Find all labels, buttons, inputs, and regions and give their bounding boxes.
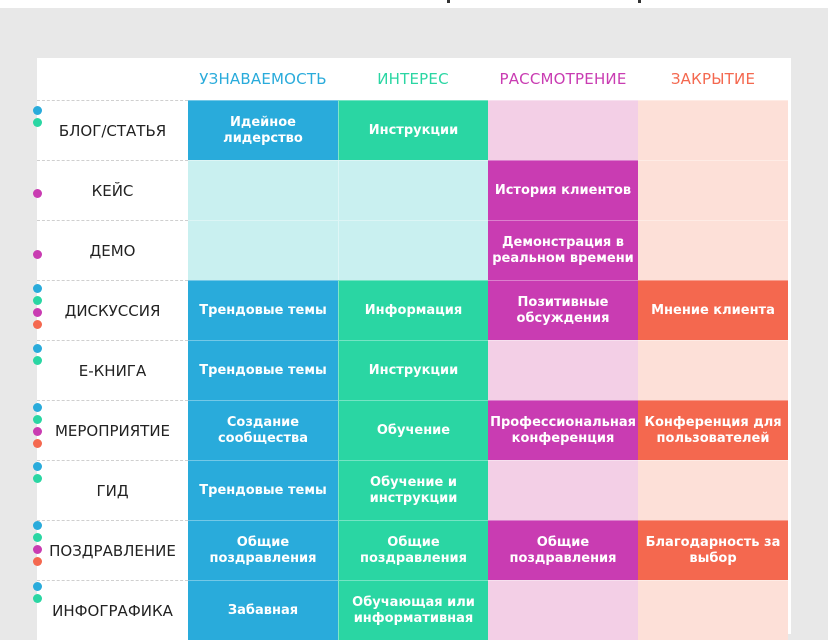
cell-interest: Обучение <box>338 400 488 460</box>
cropped-text-mark <box>447 0 450 3</box>
cell-consideration <box>488 100 638 160</box>
stage-dot-awareness <box>33 106 42 115</box>
cell-interest: Информация <box>338 280 488 340</box>
cell-closing: Конференция для пользователей <box>638 400 788 460</box>
cell-consideration: История клиентов <box>488 160 638 220</box>
stage-dot-consideration <box>33 308 42 317</box>
cell-closing <box>638 340 788 400</box>
cell-awareness: Трендовые темы <box>188 340 338 400</box>
stage-dot-interest <box>33 118 42 127</box>
row-label: ДЕМО <box>37 220 188 280</box>
stage-dot-awareness <box>33 521 42 530</box>
cell-awareness: Идейное лидерство <box>188 100 338 160</box>
stage-dot-consideration <box>33 250 42 259</box>
cell-consideration: Общие поздравления <box>488 520 638 580</box>
row-label: МЕРОПРИЯТИЕ <box>37 400 188 460</box>
cell-closing: Благодарность за выбор <box>638 520 788 580</box>
header-closing: ЗАКРЫТИЕ <box>670 70 756 88</box>
header-corner <box>37 58 188 100</box>
stage-dot-interest <box>33 594 42 603</box>
header-awareness: УЗНАВАЕМОСТЬ <box>199 70 327 88</box>
top-strip <box>0 0 828 8</box>
stage-dot-awareness <box>33 284 42 293</box>
cell-consideration: Демонстрация в реальном времени <box>488 220 638 280</box>
cropped-text-mark <box>638 0 641 3</box>
stage-dot-closing <box>33 320 42 329</box>
row-label: КЕЙС <box>37 160 188 220</box>
cell-awareness <box>188 220 338 280</box>
stage-dot-interest <box>33 533 42 542</box>
cell-consideration: Профессиональная конференция <box>488 400 638 460</box>
cell-closing <box>638 160 788 220</box>
cell-awareness: Трендовые темы <box>188 460 338 520</box>
cell-consideration <box>488 460 638 520</box>
stage-dot-awareness <box>33 582 42 591</box>
stage-dot-interest <box>33 296 42 305</box>
cell-awareness <box>188 160 338 220</box>
stage-dot-awareness <box>33 403 42 412</box>
row-label: ИНФОГРАФИКА <box>37 580 188 640</box>
content-matrix: УЗНАВАЕМОСТЬ ИНТЕРЕС РАССМОТРЕНИЕ ЗАКРЫТ… <box>37 58 791 640</box>
row-label: БЛОГ/СТАТЬЯ <box>37 100 188 160</box>
cell-closing: Мнение клиента <box>638 280 788 340</box>
row-label: ДИСКУССИЯ <box>37 280 188 340</box>
cell-interest: Обучение и инструкции <box>338 460 488 520</box>
cell-interest <box>338 160 488 220</box>
stage-dot-interest <box>33 415 42 424</box>
cell-closing <box>638 460 788 520</box>
row-label: ПОЗДРАВЛЕНИЕ <box>37 520 188 580</box>
stage-dot-consideration <box>33 189 42 198</box>
stage-dot-awareness <box>33 462 42 471</box>
stage-dot-consideration <box>33 427 42 436</box>
cell-consideration <box>488 340 638 400</box>
cell-closing <box>638 580 788 640</box>
cell-consideration <box>488 580 638 640</box>
header-interest: ИНТЕРЕС <box>377 70 449 88</box>
cell-consideration: Позитивные обсуждения <box>488 280 638 340</box>
stage-dot-awareness <box>33 344 42 353</box>
stage-dot-closing <box>33 439 42 448</box>
cell-interest: Инструкции <box>338 340 488 400</box>
cell-closing <box>638 100 788 160</box>
cell-interest: Обучающая или информативная <box>338 580 488 640</box>
stage-dot-closing <box>33 557 42 566</box>
stage-dot-interest <box>33 474 42 483</box>
header-consideration: РАССМОТРЕНИЕ <box>499 70 627 88</box>
cell-awareness: Создание сообщества <box>188 400 338 460</box>
stage-dot-consideration <box>33 545 42 554</box>
row-label: Е-КНИГА <box>37 340 188 400</box>
stage-dot-interest <box>33 356 42 365</box>
cell-awareness: Общие поздравления <box>188 520 338 580</box>
cell-closing <box>638 220 788 280</box>
cell-interest: Общие поздравления <box>338 520 488 580</box>
row-label: ГИД <box>37 460 188 520</box>
cell-awareness: Забавная <box>188 580 338 640</box>
cell-interest <box>338 220 488 280</box>
cell-interest: Инструкции <box>338 100 488 160</box>
cell-awareness: Трендовые темы <box>188 280 338 340</box>
